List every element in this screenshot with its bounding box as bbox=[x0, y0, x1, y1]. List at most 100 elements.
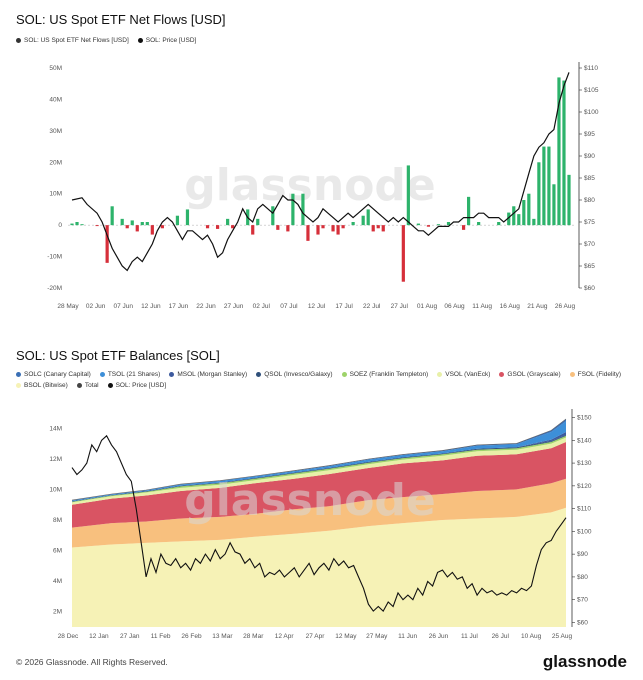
legend-item[interactable]: SOL: Price [USD] bbox=[137, 37, 196, 44]
flow-bar[interactable] bbox=[401, 225, 405, 282]
flow-bar[interactable] bbox=[306, 225, 310, 241]
flow-bar[interactable] bbox=[557, 77, 561, 226]
x-tick: 21 Aug bbox=[527, 303, 548, 310]
chart2-legend-row2: BSOL (Bitwise) Total SOL: Price [USD] bbox=[16, 382, 175, 389]
flow-bar[interactable] bbox=[175, 215, 180, 226]
flow-bar[interactable] bbox=[477, 222, 481, 226]
legend-item[interactable]: FSOL (Fidelity) bbox=[569, 371, 621, 378]
y-right-tick: $150 bbox=[577, 415, 592, 422]
flow-bar[interactable] bbox=[130, 220, 134, 226]
flow-bar[interactable] bbox=[316, 225, 320, 235]
flow-bar[interactable] bbox=[371, 225, 375, 232]
total-line[interactable] bbox=[71, 418, 567, 501]
price-line[interactable] bbox=[71, 72, 570, 272]
area-qsol[interactable] bbox=[72, 435, 566, 502]
flow-bar[interactable] bbox=[567, 174, 571, 226]
flow-bar[interactable] bbox=[426, 225, 431, 227]
flow-bar[interactable] bbox=[542, 146, 546, 226]
flow-bar[interactable] bbox=[446, 222, 451, 226]
flow-bar[interactable] bbox=[381, 225, 385, 232]
x-tick: 01 Aug bbox=[417, 303, 438, 310]
area-vsol[interactable] bbox=[72, 437, 566, 505]
x-tick: 22 Jul bbox=[363, 303, 381, 310]
flow-bar[interactable] bbox=[547, 146, 551, 226]
flow-bar[interactable] bbox=[537, 162, 541, 226]
flow-bar[interactable] bbox=[336, 225, 340, 235]
x-tick: 12 Apr bbox=[275, 633, 295, 640]
flow-bar[interactable] bbox=[120, 218, 124, 226]
x-tick: 10 Aug bbox=[521, 633, 542, 640]
area-gsol[interactable] bbox=[72, 442, 566, 528]
flow-bar[interactable] bbox=[150, 225, 154, 235]
legend-item[interactable]: QSOL (Invesco/Galaxy) bbox=[256, 371, 333, 378]
flow-bar[interactable] bbox=[366, 209, 370, 226]
legend-item[interactable]: SOL: US Spot ETF Net Flows [USD] bbox=[16, 37, 129, 44]
legend-label: MSOL (Morgan Stanley) bbox=[177, 371, 248, 378]
flow-bar[interactable] bbox=[215, 225, 220, 229]
glassnode-logo[interactable]: glassnode bbox=[542, 652, 627, 671]
flow-bar[interactable] bbox=[361, 215, 365, 226]
flow-bar[interactable] bbox=[527, 193, 531, 226]
flow-bar[interactable] bbox=[226, 218, 230, 226]
flow-bar[interactable] bbox=[251, 225, 255, 235]
flow-bar[interactable] bbox=[105, 225, 109, 263]
x-tick: 26 Jul bbox=[492, 633, 510, 640]
x-tick: 06 Aug bbox=[444, 303, 465, 310]
flow-bar[interactable] bbox=[135, 225, 139, 232]
flow-bar[interactable] bbox=[416, 223, 420, 226]
flow-bar[interactable] bbox=[160, 225, 164, 229]
legend-label: BSOL (Bitwise) bbox=[24, 382, 68, 389]
y-right-tick: $70 bbox=[584, 241, 595, 248]
flow-bar[interactable] bbox=[301, 193, 305, 226]
legend-item[interactable]: SOEZ (Franklin Templeton) bbox=[341, 371, 428, 378]
flow-bar[interactable] bbox=[80, 224, 84, 226]
flow-bar[interactable] bbox=[436, 224, 441, 226]
flow-bar[interactable] bbox=[497, 222, 501, 226]
legend-item[interactable]: Total bbox=[76, 382, 99, 389]
flow-bar[interactable] bbox=[406, 165, 410, 226]
flow-bar[interactable] bbox=[461, 225, 466, 230]
flow-bar[interactable] bbox=[351, 222, 355, 226]
flow-bar[interactable] bbox=[256, 218, 260, 226]
legend-item[interactable]: SOL: Price [USD] bbox=[107, 382, 166, 389]
legend-item[interactable]: GSOL (Grayscale) bbox=[499, 371, 561, 378]
flow-bar[interactable] bbox=[466, 196, 471, 226]
area-fsol[interactable] bbox=[72, 478, 566, 548]
flow-bar[interactable] bbox=[532, 218, 536, 226]
area-soez[interactable] bbox=[72, 435, 566, 503]
flow-bar[interactable] bbox=[75, 222, 79, 226]
legend-item[interactable]: VSOL (VanEck) bbox=[437, 371, 490, 378]
flow-bar[interactable] bbox=[507, 212, 511, 226]
flow-bar[interactable] bbox=[271, 206, 275, 226]
y-right-tick: $60 bbox=[577, 619, 588, 626]
flow-bar[interactable] bbox=[522, 200, 526, 226]
legend-item[interactable]: BSOL (Bitwise) bbox=[16, 382, 68, 389]
flow-bar[interactable] bbox=[205, 225, 210, 229]
flow-bar[interactable] bbox=[70, 223, 74, 226]
flow-bar[interactable] bbox=[562, 80, 566, 226]
flow-bar[interactable] bbox=[110, 206, 114, 226]
flow-bar[interactable] bbox=[145, 222, 149, 226]
flow-bar[interactable] bbox=[286, 225, 290, 232]
flow-bar[interactable] bbox=[321, 225, 325, 229]
legend-item[interactable]: TSOL (21 Shares) bbox=[99, 371, 160, 378]
flow-bar[interactable] bbox=[95, 225, 99, 227]
flow-bar[interactable] bbox=[291, 193, 295, 226]
flow-bar[interactable] bbox=[140, 222, 144, 226]
flow-bar[interactable] bbox=[125, 225, 129, 229]
flow-bar[interactable] bbox=[376, 225, 380, 229]
legend-dot-icon bbox=[169, 371, 175, 377]
flow-bar[interactable] bbox=[331, 225, 335, 232]
flow-bar[interactable] bbox=[185, 209, 190, 226]
price-line[interactable] bbox=[71, 434, 567, 612]
flow-bar[interactable] bbox=[512, 206, 516, 226]
flow-bar[interactable] bbox=[231, 225, 235, 229]
flow-bar[interactable] bbox=[341, 225, 345, 229]
flow-bar[interactable] bbox=[552, 184, 556, 226]
area-tsol[interactable] bbox=[72, 421, 566, 502]
flow-bar[interactable] bbox=[517, 214, 521, 226]
y-left-tick: 0 bbox=[58, 222, 62, 229]
flow-bar[interactable] bbox=[276, 225, 280, 230]
legend-item[interactable]: SOLC (Canary Capital) bbox=[16, 371, 91, 378]
legend-item[interactable]: MSOL (Morgan Stanley) bbox=[169, 371, 247, 378]
